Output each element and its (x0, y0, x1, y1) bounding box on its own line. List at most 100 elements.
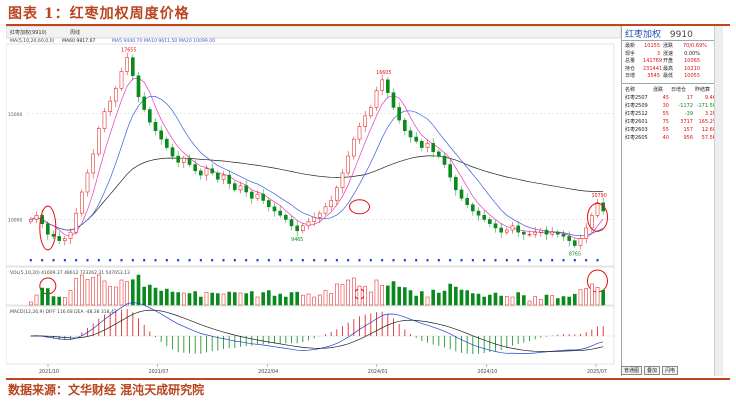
volume-label: VOL(5,10,20) 41609.37 48612 723262.31 54… (10, 270, 130, 276)
signal-marker (256, 259, 259, 262)
signal-marker (483, 259, 486, 262)
volume-bar (295, 291, 299, 306)
chart-toolbar (6, 26, 621, 39)
y-tick-label: 15000 (8, 112, 22, 118)
contract-row[interactable]: 红枣2601 75 3717 165.25 (625, 118, 716, 126)
candle-body (465, 198, 469, 205)
period-label[interactable]: 周线 (70, 29, 80, 36)
chart-tab[interactable]: 普通图 (621, 366, 643, 375)
volume-bar (176, 292, 180, 306)
quote-k1: 持仓 (625, 65, 636, 72)
candle-body (386, 79, 390, 93)
contracts-header-cell: 涨跌 (653, 86, 664, 93)
macd-label: MACD(12,26,9) DIFF 116.68 DEA -48.38 318… (10, 309, 117, 315)
contracts-table: 名称 涨跌 日增仓 昨结算 红枣2507 45 17 9.46 红枣2509 30 -1172 -1… (622, 82, 716, 144)
volume-bar (454, 286, 458, 306)
ma-values: MA5 9440.70 MA10 9611.50 MA20 10099.00 (112, 38, 215, 44)
candle-body (380, 79, 384, 91)
candle-body (125, 57, 129, 72)
title-rule (6, 24, 730, 26)
contract-row[interactable]: 红枣2603 55 157 12.60 (625, 126, 716, 134)
candle-body (182, 157, 186, 163)
candle-body (329, 200, 333, 208)
contract-row[interactable]: 红枣2509 30 -1172 -171.50 (625, 102, 716, 110)
quote-v1: 3545 (647, 73, 660, 80)
quote-panel: 红枣加权 9910 最新 10155 涨跌 70/0.69% 现手 3 涨速 0.00% 总量 1… (621, 26, 716, 376)
macd-panel-frame (6, 305, 615, 365)
volume-bar (516, 292, 520, 306)
contract-row[interactable]: 红枣2605 40 956 57.56 (625, 134, 716, 142)
volume-bar (437, 292, 441, 306)
contract-chg: 75 (662, 118, 669, 125)
volume-bar (142, 286, 146, 306)
volume-bar (221, 293, 226, 306)
quote-v2: 10065 (684, 58, 700, 65)
candle-body (516, 225, 520, 233)
panel-scrollbar[interactable] (714, 26, 723, 376)
volume-bar (182, 292, 186, 306)
candle-body (85, 172, 90, 193)
candle-body (176, 155, 180, 163)
signal-marker (199, 259, 202, 262)
quote-v2: 10055 (684, 73, 700, 80)
volume-bar (165, 288, 169, 306)
volume-bar (471, 293, 475, 306)
contract-chg: 40 (662, 134, 669, 141)
volume-bar (131, 279, 135, 306)
signal-marker (381, 259, 384, 262)
candle-body (238, 185, 243, 191)
volume-bar (391, 281, 396, 306)
volume-bar (374, 279, 379, 306)
candle-body (488, 219, 492, 224)
signal-marker (97, 259, 100, 262)
quote-v1: 141769 (643, 58, 663, 65)
signal-marker (573, 259, 576, 262)
volume-bar (414, 295, 418, 306)
chart-tab[interactable]: 叠加 (644, 366, 661, 375)
signal-marker (188, 259, 191, 262)
signal-marker (369, 259, 372, 262)
contract-oi: 157 (683, 126, 693, 133)
candle-body (34, 215, 39, 220)
contract-row[interactable]: 红枣2512 55 -39 3.20 (625, 110, 716, 118)
volume-bar (397, 286, 401, 306)
candle-body (131, 57, 135, 76)
signal-marker (120, 259, 123, 262)
candle-body (193, 164, 197, 172)
candle-body (357, 126, 362, 140)
quote-k2: 开盘 (663, 58, 674, 65)
candle-body (425, 143, 430, 148)
instrument-name: 红枣加权 (625, 30, 662, 40)
candlestick-series (29, 52, 605, 250)
signal-marker (403, 259, 406, 262)
candle-body (51, 234, 56, 237)
quote-v2: 10210 (684, 65, 700, 72)
volume-bar (510, 296, 515, 306)
volume-bar (40, 287, 44, 306)
instrument-label: 红枣加权(9910) (10, 29, 47, 36)
candle-body (437, 151, 441, 157)
signal-marker (222, 259, 225, 262)
price-chart[interactable]: 红枣加权(9910) 周线 MA(5,10,20,60,0,0) MA60 98… (6, 26, 621, 376)
price-annotations: 17655 9465 16605 8765 10790 (121, 48, 607, 258)
instrument-code: 9910 (669, 30, 693, 40)
volume-bar (465, 290, 469, 306)
contract-row[interactable]: 红枣2507 45 17 9.46 (625, 94, 716, 102)
signal-marker (449, 259, 452, 262)
highlight-circle (39, 205, 57, 251)
volume-bar (448, 283, 452, 306)
volume-bar (57, 296, 61, 306)
volume-bar (346, 279, 350, 306)
volume-bar (51, 296, 56, 306)
signal-marker (245, 259, 248, 262)
chart-tab[interactable]: 闪电 (662, 366, 679, 375)
ma60-line (30, 155, 604, 231)
volume-bar (29, 301, 33, 306)
candle-body (323, 206, 328, 214)
candle-body (556, 231, 560, 235)
volume-bar (431, 289, 435, 306)
candle-body (301, 225, 305, 232)
quote-k1: 总量 (625, 58, 636, 65)
candle-body (170, 147, 175, 157)
signal-marker (539, 259, 542, 262)
